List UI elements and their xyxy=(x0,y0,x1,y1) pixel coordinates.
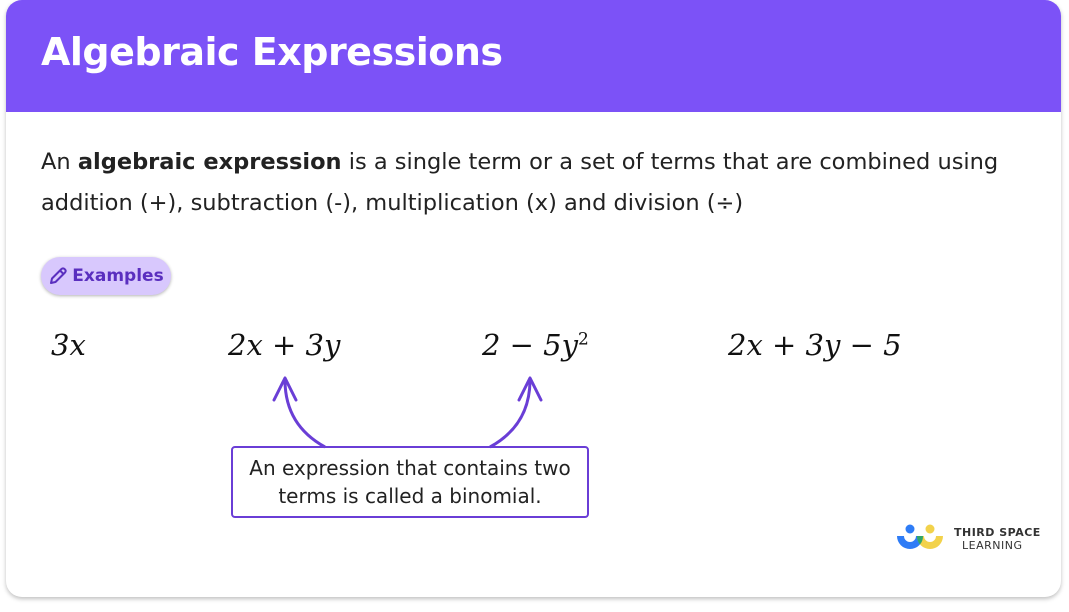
expression-2: 2x + 3y xyxy=(228,328,341,362)
expression-4: 2x + 3y − 5 xyxy=(728,328,902,362)
intro-after: is a single term or a set of terms that … xyxy=(41,149,999,216)
logo-line-1: THIRD SPACE xyxy=(954,526,1041,539)
arrow-to-expression-3 xyxy=(489,379,532,449)
card: Algebraic Expressions An algebraic expre… xyxy=(6,0,1061,597)
expression-3-exponent: 2 xyxy=(578,329,589,350)
intro-bold-term: algebraic expression xyxy=(77,149,342,175)
expression-1: 3x xyxy=(51,328,86,362)
expression-3: 2 − 5y2 xyxy=(482,328,589,362)
logo-line-2: LEARNING xyxy=(962,539,1023,552)
intro-before: An xyxy=(41,149,78,175)
arrowhead-expression-2 xyxy=(272,376,298,402)
arrow-to-expression-2 xyxy=(283,379,326,449)
examples-pill: Examples xyxy=(41,257,171,295)
examples-label: Examples xyxy=(72,266,164,286)
third-space-learning-logo: THIRD SPACE LEARNING xyxy=(896,524,1041,554)
arrowhead-expression-3 xyxy=(517,376,543,402)
page-title: Algebraic Expressions xyxy=(41,30,503,74)
pencil-icon xyxy=(50,267,67,284)
logo-mark-icon xyxy=(897,524,943,549)
expression-3-base: 2 − 5y xyxy=(482,328,579,362)
definition-text: An algebraic expression is a single term… xyxy=(41,142,1001,224)
header: Algebraic Expressions xyxy=(6,0,1061,112)
binomial-callout: An expression that contains two terms is… xyxy=(231,446,589,518)
callout-text: An expression that contains two terms is… xyxy=(249,456,571,508)
